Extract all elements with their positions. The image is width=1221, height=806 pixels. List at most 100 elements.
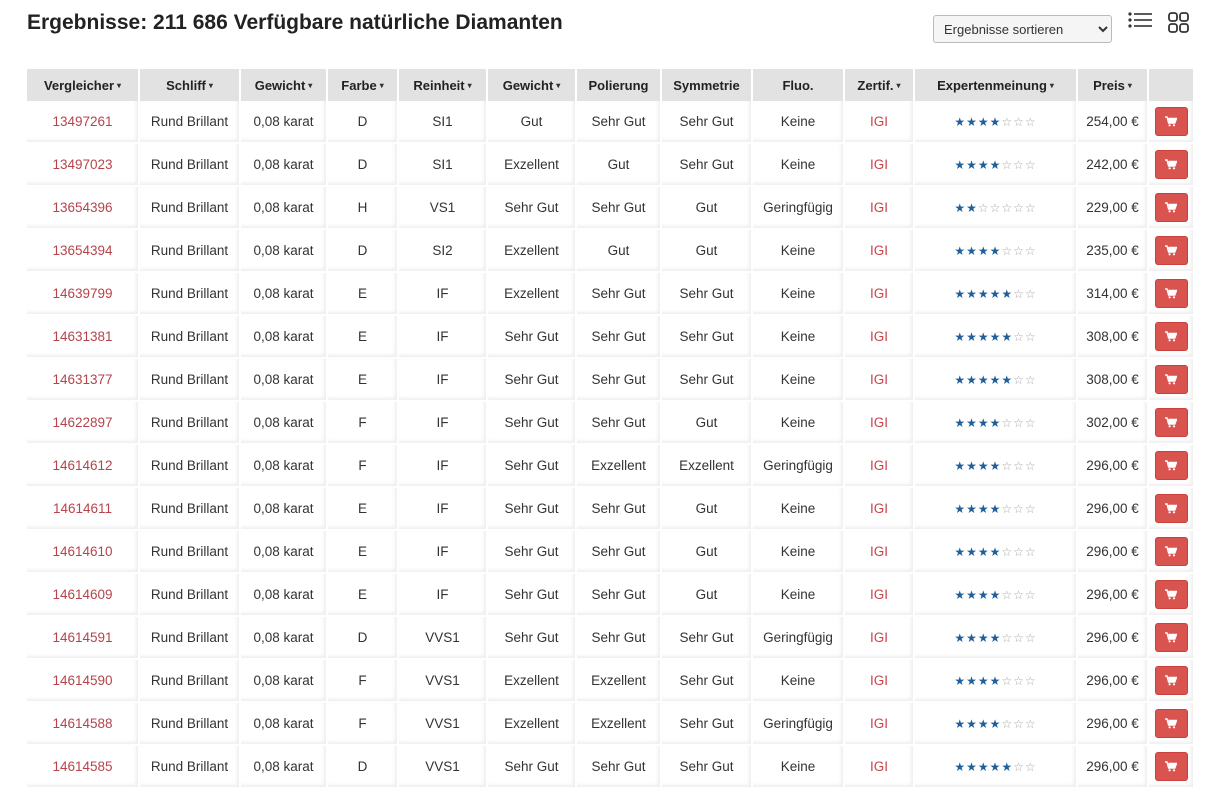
diamond-id-link[interactable]: 14631381 [52, 329, 113, 344]
table-row[interactable]: 13654396 Rund Brillant 0,08 karat H VS1 Sehr … [27, 187, 1195, 230]
star-empty-icon: ☆ [1013, 416, 1025, 430]
add-to-cart-button[interactable] [1154, 107, 1188, 136]
add-to-cart-button[interactable] [1154, 752, 1188, 781]
add-to-cart-button[interactable] [1154, 709, 1188, 738]
diamond-id-link[interactable]: 14614591 [52, 630, 113, 645]
add-to-cart-button[interactable] [1154, 451, 1188, 480]
add-to-cart-button[interactable] [1154, 580, 1188, 609]
table-row[interactable]: 14614591 Rund Brillant 0,08 karat D VVS1 Sehr… [27, 617, 1195, 660]
add-to-cart-button[interactable] [1154, 623, 1188, 652]
certificate-label[interactable]: IGI [869, 587, 888, 602]
certificate-label[interactable]: IGI [869, 372, 888, 387]
add-to-cart-button[interactable] [1154, 537, 1188, 566]
certificate-label[interactable]: IGI [869, 716, 888, 731]
certificate-label[interactable]: IGI [869, 114, 888, 129]
add-to-cart-button[interactable] [1154, 408, 1188, 437]
add-to-cart-button[interactable] [1154, 150, 1188, 179]
add-to-cart-button[interactable] [1154, 322, 1188, 351]
add-to-cart-button[interactable] [1154, 666, 1188, 695]
expert-rating-cell: ★★☆☆☆☆☆ [915, 187, 1078, 230]
sort-select[interactable]: Ergebnisse sortieren [933, 15, 1112, 43]
price-cell: 296,00 € [1078, 574, 1149, 617]
price-cell: 296,00 € [1078, 488, 1149, 531]
table-header-row: Vergleicher ▾ Schliff ▾ Gewicht ▾ Farbe ▾ Reinhe… [27, 69, 1195, 101]
cut-cell: Rund Brillant [140, 445, 241, 488]
certificate-label[interactable]: IGI [869, 415, 888, 430]
diamond-id-link[interactable]: 14631377 [52, 372, 113, 387]
column-header[interactable]: Gewicht ▾ [488, 69, 577, 101]
diamond-id-link[interactable]: 14614590 [52, 673, 113, 688]
certificate-label[interactable]: IGI [869, 329, 888, 344]
list-view-icon[interactable] [1127, 11, 1153, 38]
add-to-cart-button[interactable] [1154, 365, 1188, 394]
star-empty-icon: ☆ [1013, 459, 1025, 473]
column-header[interactable]: Gewicht ▾ [241, 69, 328, 101]
diamond-id-link[interactable]: 14614588 [52, 716, 113, 731]
diamond-id-link[interactable]: 13654394 [52, 243, 113, 258]
certificate-label[interactable]: IGI [869, 458, 888, 473]
star-filled-icon: ★ [954, 158, 967, 172]
table-row[interactable]: 14622897 Rund Brillant 0,08 karat F IF Sehr G… [27, 402, 1195, 445]
add-to-cart-button[interactable] [1154, 279, 1188, 308]
diamond-id-link[interactable]: 13654396 [52, 200, 113, 215]
clarity-cell: SI2 [399, 230, 488, 273]
column-header[interactable]: Reinheit ▾ [399, 69, 488, 101]
add-to-cart-button[interactable] [1154, 193, 1188, 222]
table-row[interactable]: 14614612 Rund Brillant 0,08 karat F IF Sehr G… [27, 445, 1195, 488]
diamond-id-link[interactable]: 13497261 [52, 114, 113, 129]
cut-cell: Rund Brillant [140, 531, 241, 574]
column-header[interactable]: Vergleicher ▾ [27, 69, 140, 101]
table-row[interactable]: 13497261 Rund Brillant 0,08 karat D SI1 Gut Se… [27, 101, 1195, 144]
cart-cell [1149, 101, 1195, 144]
star-rating: ★★★★★☆☆ [954, 287, 1036, 301]
column-header[interactable]: Zertif. ▾ [845, 69, 915, 101]
star-filled-icon: ★ [954, 631, 967, 645]
certificate-label[interactable]: IGI [869, 544, 888, 559]
certificate-label[interactable]: IGI [869, 200, 888, 215]
add-to-cart-button[interactable] [1154, 236, 1188, 265]
table-row[interactable]: 14614590 Rund Brillant 0,08 karat F VVS1 Exze… [27, 660, 1195, 703]
certificate-label[interactable]: IGI [869, 630, 888, 645]
certificate-label[interactable]: IGI [869, 501, 888, 516]
certificate-label[interactable]: IGI [869, 759, 888, 774]
column-header[interactable]: Expertenmeinung ▾ [915, 69, 1078, 101]
diamond-id-link[interactable]: 13497023 [52, 157, 113, 172]
table-row[interactable]: 14631377 Rund Brillant 0,08 karat E IF Sehr G… [27, 359, 1195, 402]
diamond-id-link[interactable]: 14614585 [52, 759, 113, 774]
diamond-id-link[interactable]: 14614611 [52, 501, 113, 516]
star-empty-icon: ☆ [1013, 287, 1025, 301]
diamond-id-link[interactable]: 14614609 [52, 587, 113, 602]
table-row[interactable]: 14614588 Rund Brillant 0,08 karat F VVS1 Exze… [27, 703, 1195, 746]
grid-view-icon[interactable] [1167, 11, 1191, 40]
table-row[interactable]: 14631381 Rund Brillant 0,08 karat E IF Sehr G… [27, 316, 1195, 359]
cut-cell: Rund Brillant [140, 230, 241, 273]
diamond-id-link[interactable]: 14639799 [52, 286, 113, 301]
cut-cell: Rund Brillant [140, 144, 241, 187]
star-filled-icon: ★ [1001, 373, 1014, 387]
certificate-label[interactable]: IGI [869, 243, 888, 258]
diamond-id-link[interactable]: 14614612 [52, 458, 113, 473]
table-row[interactable]: 13654394 Rund Brillant 0,08 karat D SI2 Exzel… [27, 230, 1195, 273]
diamond-id-link[interactable]: 14622897 [52, 415, 113, 430]
certificate-label[interactable]: IGI [869, 673, 888, 688]
diamond-id-link[interactable]: 14614610 [52, 544, 113, 559]
column-header[interactable]: Preis ▾ [1078, 69, 1149, 101]
cut-cell: Rund Brillant [140, 273, 241, 316]
star-empty-icon: ☆ [1001, 459, 1014, 473]
table-row[interactable]: 14614611 Rund Brillant 0,08 karat E IF Sehr G… [27, 488, 1195, 531]
table-row[interactable]: 14614610 Rund Brillant 0,08 karat E IF Sehr G… [27, 531, 1195, 574]
chevron-down-icon: ▾ [896, 80, 901, 90]
column-header[interactable]: Schliff ▾ [140, 69, 241, 101]
comparator-cell: 14631381 [27, 316, 140, 359]
certificate-label[interactable]: IGI [869, 157, 888, 172]
symmetry-cell: Sehr Gut [662, 359, 753, 402]
fluorescence-cell: Geringfügig [753, 617, 845, 660]
certificate-label[interactable]: IGI [869, 286, 888, 301]
column-header[interactable]: Farbe ▾ [328, 69, 399, 101]
table-row[interactable]: 13497023 Rund Brillant 0,08 karat D SI1 Exzel… [27, 144, 1195, 187]
add-to-cart-button[interactable] [1154, 494, 1188, 523]
table-row[interactable]: 14639799 Rund Brillant 0,08 karat E IF Exzell… [27, 273, 1195, 316]
clarity-cell: SI1 [399, 144, 488, 187]
table-row[interactable]: 14614585 Rund Brillant 0,08 karat D VVS1 Sehr… [27, 746, 1195, 789]
table-row[interactable]: 14614609 Rund Brillant 0,08 karat E IF Sehr G… [27, 574, 1195, 617]
